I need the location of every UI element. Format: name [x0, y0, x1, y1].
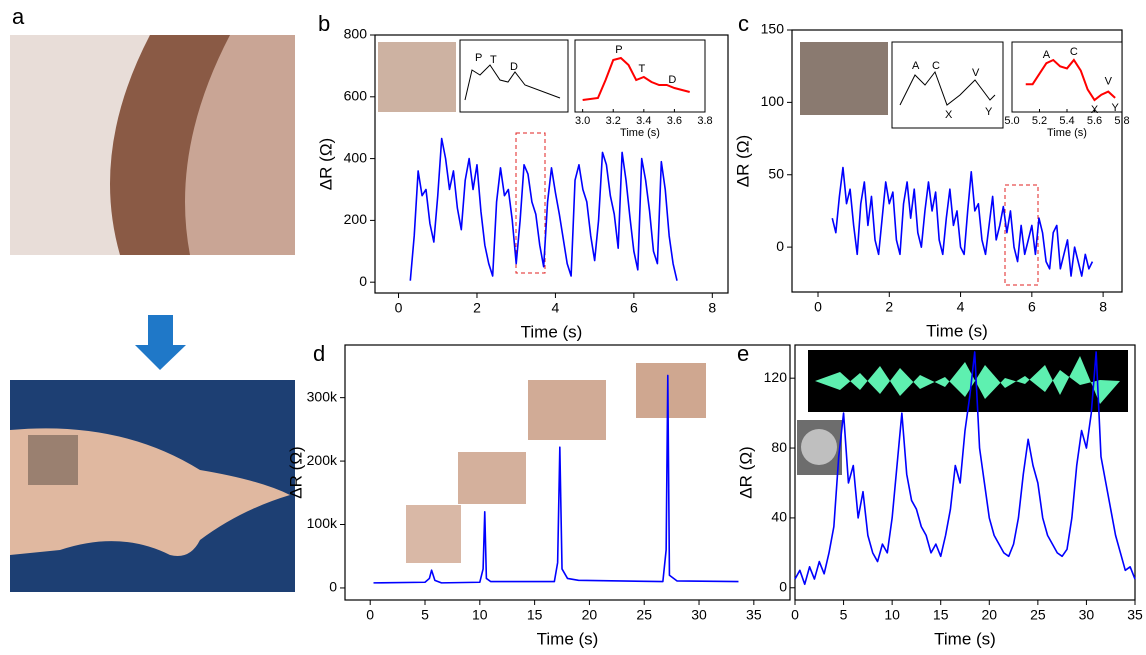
x-tick-label: 25 — [636, 607, 652, 623]
sensor-array — [28, 435, 78, 485]
y-axis-label: ΔR (Ω) — [733, 135, 752, 187]
x-tick-label: 2 — [885, 299, 893, 315]
photo-inset — [378, 42, 456, 112]
y-tick-label: 40 — [771, 509, 787, 525]
x-tick-label: 0 — [791, 607, 799, 623]
y-tick-label: 200k — [307, 452, 338, 468]
y-tick-label: 0 — [779, 578, 787, 594]
x-tick-label: 10 — [472, 607, 488, 623]
photo-inset — [636, 363, 706, 418]
data-line — [832, 168, 1092, 277]
y-tick-label: 300k — [307, 388, 338, 404]
y-tick-label: 0 — [359, 273, 367, 289]
photo-inset — [458, 452, 526, 504]
inset-point-label: T — [638, 63, 645, 75]
x-tick-label: 10 — [884, 607, 900, 623]
data-line — [410, 139, 677, 281]
panel-label: b — [318, 11, 330, 36]
x-tick-label: 20 — [981, 607, 997, 623]
x-tick-label: 8 — [708, 300, 716, 316]
x-tick-label: 15 — [527, 607, 543, 623]
y-axis-label: ΔR (Ω) — [286, 446, 305, 498]
x-tick-label: 2 — [473, 300, 481, 316]
y-tick-label: 80 — [771, 439, 787, 455]
inset-point-label: P — [615, 44, 622, 56]
x-tick-label: 5 — [421, 607, 429, 623]
y-tick-label: 0 — [329, 579, 337, 595]
panel-label: d — [313, 341, 325, 366]
inset-x-axis-label: Time (s) — [620, 127, 660, 139]
inset-x-tick-label: 5.6 — [1087, 115, 1102, 127]
photo-inset — [406, 505, 461, 563]
y-tick-label: 200 — [344, 211, 368, 227]
sketch-label: V — [972, 67, 980, 79]
arrow — [148, 315, 173, 348]
y-axis-label: ΔR (Ω) — [736, 446, 755, 498]
sketch-label: C — [932, 60, 940, 72]
inset-point-label: D — [668, 74, 676, 86]
arrow-head — [135, 345, 186, 370]
x-tick-label: 15 — [933, 607, 949, 623]
inset-x-tick-label: 3.2 — [606, 115, 621, 127]
coin — [801, 429, 837, 465]
x-tick-label: 6 — [1028, 299, 1036, 315]
inset-point-label: Y — [1111, 102, 1119, 114]
inset-point-label: A — [1043, 49, 1051, 61]
figure: a P T D A C V X Y 024680200400600800Time… — [0, 0, 1146, 655]
x-tick-label: 0 — [366, 607, 374, 623]
y-tick-label: 100k — [307, 515, 338, 531]
y-tick-label: 600 — [344, 87, 368, 103]
x-tick-label: 35 — [1127, 607, 1143, 623]
inset-x-tick-label: 3.4 — [636, 115, 651, 127]
panel-label: c — [738, 11, 749, 36]
x-tick-label: 8 — [1099, 299, 1107, 315]
x-axis-label: Time (s) — [537, 629, 599, 648]
inset-point-label: X — [1091, 104, 1099, 116]
sketch-label: D — [510, 61, 518, 73]
x-tick-label: 30 — [1079, 607, 1095, 623]
sketch-label: P — [475, 52, 482, 64]
x-tick-label: 4 — [957, 299, 965, 315]
x-tick-label: 0 — [814, 299, 822, 315]
inset-frame — [575, 40, 705, 112]
y-tick-label: 0 — [776, 238, 784, 254]
y-tick-label: 100 — [761, 93, 785, 109]
x-tick-label: 4 — [552, 300, 560, 316]
inset-point-label: V — [1105, 75, 1113, 87]
inset-x-tick-label: 5.4 — [1059, 115, 1074, 127]
x-tick-label: 20 — [582, 607, 598, 623]
inset-x-tick-label: 5.2 — [1032, 115, 1047, 127]
x-tick-label: 5 — [840, 607, 848, 623]
inset-x-tick-label: 3.8 — [697, 115, 712, 127]
x-tick-label: 30 — [691, 607, 707, 623]
inset-x-axis-label: Time (s) — [1047, 127, 1087, 139]
x-axis-label: Time (s) — [521, 322, 583, 341]
sketch-label: Y — [985, 106, 993, 118]
sketch-label: A — [912, 60, 920, 72]
x-tick-label: 35 — [746, 607, 762, 623]
panel-label: a — [12, 4, 25, 29]
x-axis-label: Time (s) — [934, 629, 996, 648]
inset-x-tick-label: 5.0 — [1004, 115, 1019, 127]
photo-inset — [800, 42, 888, 115]
y-tick-label: 400 — [344, 149, 368, 165]
y-tick-label: 120 — [764, 369, 788, 385]
inset-x-tick-label: 3.6 — [667, 115, 682, 127]
inset-point-label: C — [1070, 46, 1078, 58]
sketch-label: T — [490, 54, 497, 66]
y-axis-label: ΔR (Ω) — [316, 138, 335, 190]
x-tick-label: 6 — [630, 300, 638, 316]
x-axis-label: Time (s) — [926, 321, 988, 340]
x-tick-label: 0 — [395, 300, 403, 316]
y-tick-label: 150 — [761, 21, 785, 37]
inset-x-tick-label: 3.0 — [575, 115, 590, 127]
inset-x-tick-label: 5.8 — [1114, 115, 1129, 127]
panel-label: e — [737, 341, 749, 366]
y-tick-label: 50 — [768, 165, 784, 181]
sketch-box — [460, 40, 568, 112]
y-tick-label: 800 — [344, 26, 368, 42]
x-tick-label: 25 — [1030, 607, 1046, 623]
sketch-label: X — [945, 109, 953, 121]
photo-inset — [528, 380, 606, 440]
